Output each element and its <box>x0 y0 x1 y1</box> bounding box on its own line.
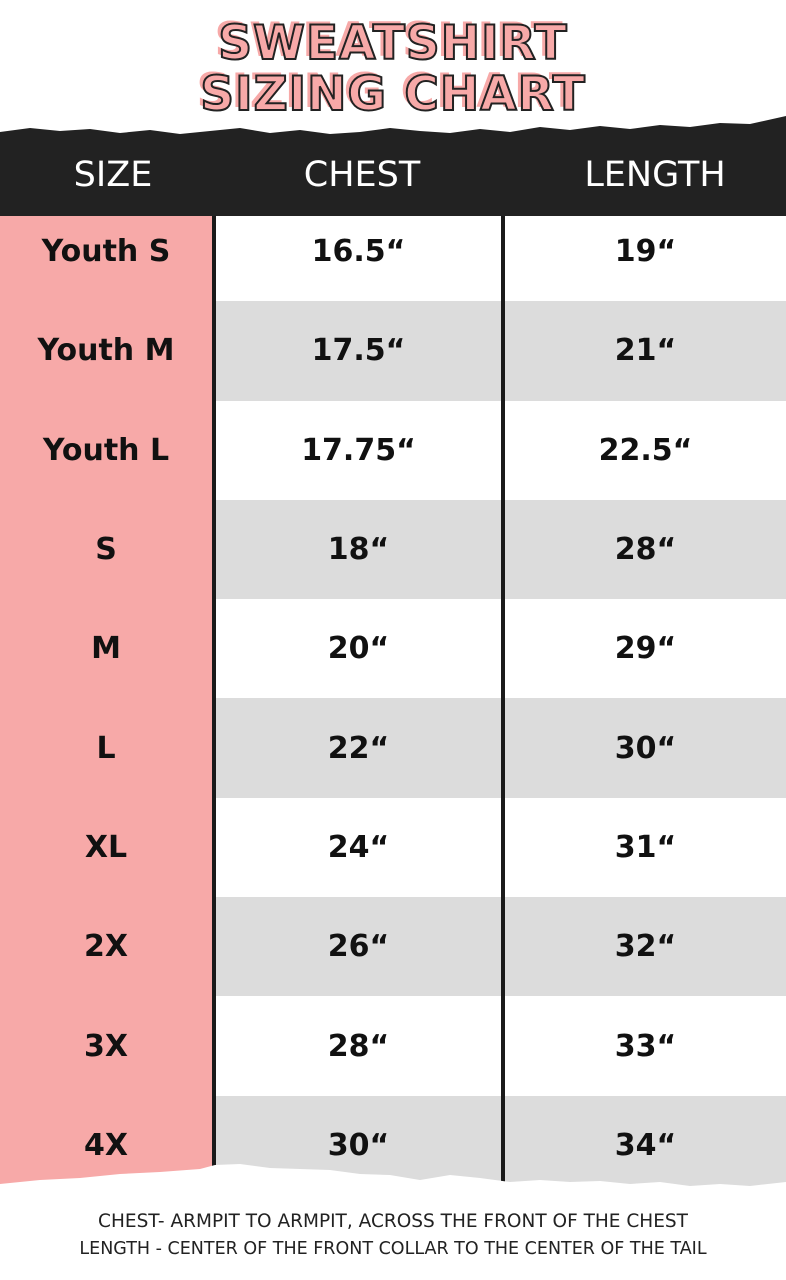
length-cell: 33“ <box>614 1028 677 1064</box>
table-row: Youth S 16.5“ 19“ <box>0 202 786 302</box>
size-cell: Youth M <box>0 301 212 401</box>
table-row: 2X 26“ 32“ <box>0 897 786 997</box>
torn-paper-edge <box>0 1164 786 1210</box>
size-cell: L <box>0 698 212 798</box>
table-row: XL 24“ 31“ <box>0 797 786 898</box>
length-cell: 21“ <box>505 301 786 401</box>
length-cell: 28“ <box>505 499 786 600</box>
chest-cell: 18“ <box>216 499 501 600</box>
table-row: L 22“ 30“ <box>0 698 786 798</box>
table-row: Youth M 17.5“ 21“ <box>0 301 786 401</box>
header-size: SIZE <box>73 155 153 195</box>
table-row: M 20“ 29“ <box>0 599 786 699</box>
size-cell: S <box>0 499 212 600</box>
length-cell: 29“ <box>614 631 677 667</box>
size-cell: 2X <box>0 897 212 997</box>
chest-cell: 26“ <box>216 897 501 997</box>
chest-cell: 17.75“ <box>301 432 416 468</box>
size-cell: Youth S <box>0 202 212 302</box>
size-cell: XL <box>0 797 212 898</box>
chest-cell: 16.5“ <box>311 234 406 270</box>
table-row: S 18“ 28“ <box>0 499 786 600</box>
title-line-1: SWEATSHIRT <box>217 16 568 71</box>
length-cell: 31“ <box>614 829 677 865</box>
size-table-body: Youth S 16.5“ 19“ Youth M 17.5“ 21“ Youth L 17.… <box>0 202 786 1195</box>
column-divider <box>501 216 505 1190</box>
size-cell: Youth L <box>0 400 212 500</box>
chest-cell: 24“ <box>327 829 390 865</box>
chest-cell: 22“ <box>216 698 501 798</box>
table-header-band <box>0 116 786 216</box>
length-cell: 32“ <box>505 897 786 997</box>
size-cell: 3X <box>0 996 212 1096</box>
table-row: Youth L 17.75“ 22.5“ <box>0 400 786 500</box>
table-row: 4X 30“ 34“ <box>0 1095 786 1195</box>
header-length: LENGTH <box>584 155 726 195</box>
length-cell: 22.5“ <box>598 432 693 468</box>
table-row: 3X 28“ 33“ <box>0 996 786 1096</box>
chest-cell: 20“ <box>327 631 390 667</box>
title-line-2: SIZING CHART <box>199 67 586 122</box>
chest-measurement-note: CHEST- ARMPIT TO ARMPIT, ACROSS THE FRON… <box>98 1211 688 1232</box>
column-divider <box>212 216 216 1190</box>
chest-cell: 17.5“ <box>216 301 501 401</box>
size-cell: M <box>0 599 212 699</box>
length-measurement-note: LENGTH - CENTER OF THE FRONT COLLAR TO T… <box>79 1239 707 1259</box>
length-cell: 34“ <box>505 1095 786 1195</box>
chest-cell: 28“ <box>327 1028 390 1064</box>
header-chest: CHEST <box>303 155 421 195</box>
length-cell: 30“ <box>505 698 786 798</box>
length-cell: 19“ <box>614 234 677 270</box>
